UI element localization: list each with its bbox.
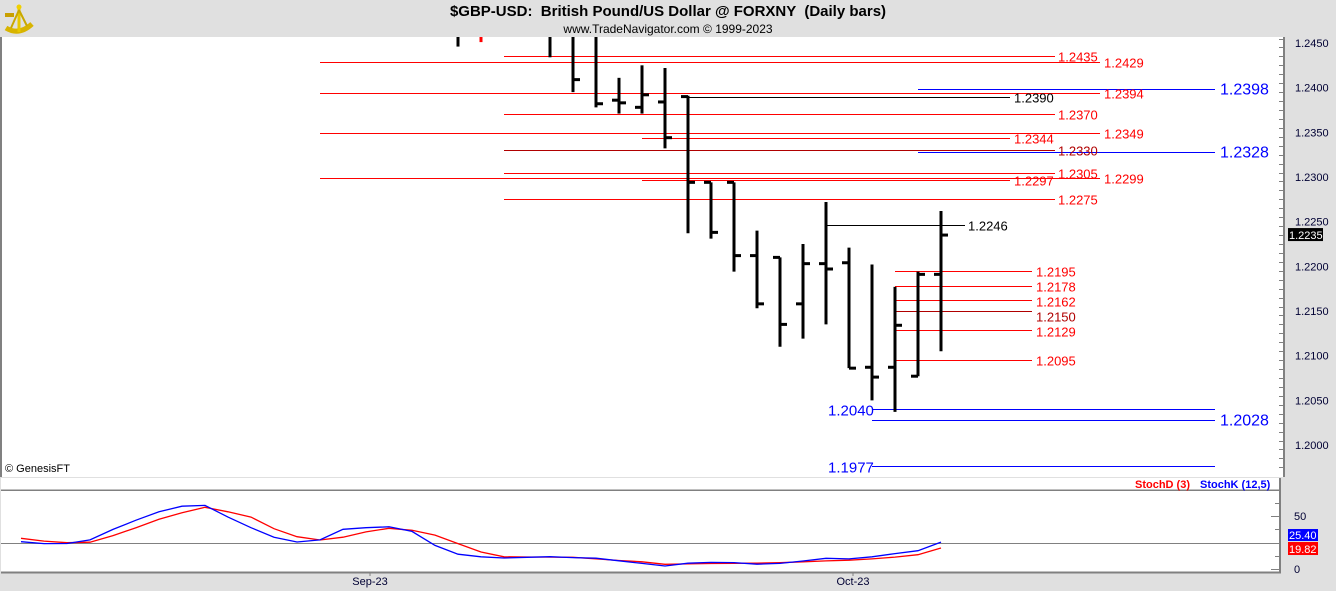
level-label: 1.2246 (968, 219, 1008, 234)
level-label: 1.2429 (1104, 56, 1144, 71)
level-label: 1.2129 (1036, 325, 1076, 340)
chart-title: $GBP-USD: British Pound/US Dollar @ FORX… (449, 3, 887, 20)
level-label: 1.2328 (1220, 145, 1269, 162)
sextant-logo-icon (4, 4, 34, 34)
y-tick-label: 1.2050 (1295, 395, 1329, 407)
ohlc-bar (548, 37, 552, 58)
y-tick-label: 1.2200 (1295, 261, 1329, 273)
ohlc-bar (796, 243, 810, 339)
stoch-y-tick-label: 0 (1294, 564, 1300, 576)
last-price-tag (1288, 228, 1323, 242)
x-tick-label: Oct-23 (836, 576, 869, 588)
y-tick-label: 1.2150 (1295, 306, 1329, 318)
y-tick-label: 1.2300 (1295, 172, 1329, 184)
ohlc-bar (594, 37, 603, 108)
level-label: 1.1977 (828, 460, 874, 477)
level-label: 1.2275 (1058, 193, 1098, 208)
y-tick-label: 1.2450 (1295, 38, 1329, 50)
ohlc-bar (819, 202, 833, 325)
stochd-value-tag (1288, 542, 1318, 556)
chart-subtitle: www.TradeNavigator.com © 1999-2023 (563, 22, 773, 36)
stochd-value-label: 19.82 (1289, 544, 1317, 556)
ohlc-bar (773, 255, 787, 347)
ohlc-bar (727, 180, 741, 272)
level-label: 1.2394 (1104, 87, 1144, 102)
y-tick-label: 1.2400 (1295, 83, 1329, 95)
ohlc-bar (571, 37, 580, 93)
level-label: 1.2178 (1036, 280, 1076, 295)
x-tick-label: Sep-23 (352, 576, 387, 588)
level-label: 1.2299 (1104, 172, 1144, 187)
ohlc-bar (456, 37, 460, 47)
level-label: 1.2344 (1014, 132, 1054, 147)
ohlc-bar (865, 264, 879, 401)
legend-stochk: StochK (12,5) (1200, 479, 1271, 491)
ohlc-bar (612, 77, 626, 114)
stoch-y-tick-label: 50 (1294, 511, 1306, 523)
level-label: 1.2435 (1058, 50, 1098, 65)
level-label: 1.2305 (1058, 167, 1098, 182)
level-label: 1.2370 (1058, 108, 1098, 123)
level-label: 1.2040 (828, 403, 874, 420)
stochk-value-label: 25.40 (1289, 530, 1317, 542)
level-label: 1.2150 (1036, 310, 1076, 325)
y-tick-label: 1.2100 (1295, 351, 1329, 363)
level-label: 1.2195 (1036, 265, 1076, 280)
ohlc-bar (934, 210, 948, 352)
legend-stochd: StochD (3) (1135, 479, 1190, 491)
level-label: 1.2297 (1014, 174, 1054, 189)
ohlc-bar (842, 247, 856, 370)
ohlc-bar (681, 95, 695, 234)
level-label: 1.2095 (1036, 354, 1076, 369)
stoch-legend-strip (1, 478, 1280, 490)
level-label: 1.2390 (1014, 91, 1054, 106)
ohlc-bar (658, 68, 672, 149)
level-label: 1.2398 (1220, 82, 1269, 99)
level-label: 1.2330 (1058, 144, 1098, 159)
y-tick-label: 1.2250 (1295, 217, 1329, 229)
stoch-panel (1, 490, 1280, 572)
last-price-label: 1.2235 (1289, 230, 1323, 242)
ohlc-bar (911, 271, 925, 378)
level-label: 1.2349 (1104, 127, 1144, 142)
stochk-value-tag (1288, 529, 1318, 542)
ohlc-bar (704, 180, 718, 239)
ohlc-bar (635, 65, 649, 114)
ohlc-bar (750, 230, 764, 309)
y-tick-label: 1.2350 (1295, 127, 1329, 139)
stochk-line (20, 504, 942, 567)
level-label: 1.2162 (1036, 295, 1076, 310)
copyright-label: © GenesisFT (5, 463, 70, 475)
ohlc-bar (888, 286, 902, 412)
ohlc-bar (479, 37, 483, 43)
level-label: 1.2028 (1220, 413, 1269, 430)
y-tick-label: 1.2000 (1295, 440, 1329, 452)
